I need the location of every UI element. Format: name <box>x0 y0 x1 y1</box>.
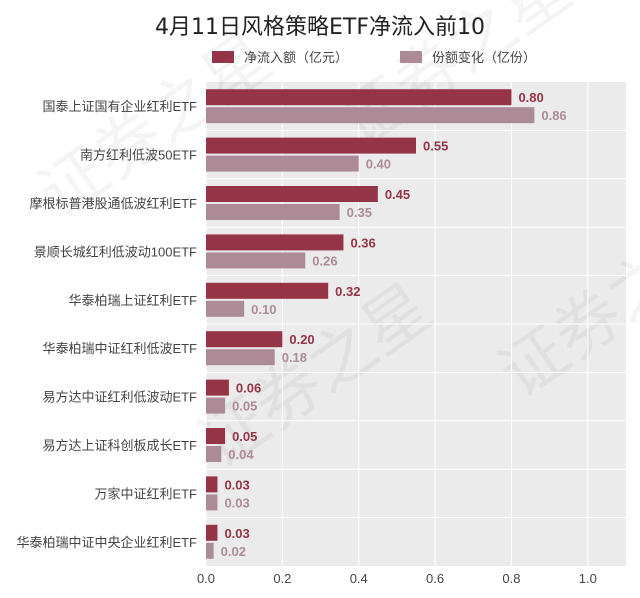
data-label-net-inflow: 0.20 <box>289 332 314 347</box>
legend-swatch-share-change <box>400 51 422 63</box>
bar-net-inflow <box>206 331 283 348</box>
category-label: 华泰柏瑞中证中央企业红利ETF <box>16 535 197 550</box>
bar-net-inflow <box>206 476 218 493</box>
category-label: 华泰柏瑞中证红利低波ETF <box>42 341 197 356</box>
bar-share-change <box>206 446 222 462</box>
legend-swatch-net-inflow <box>212 51 234 63</box>
x-tick-labels: 0.0 0.2 0.4 0.6 0.8 1.0 <box>197 571 597 586</box>
bar-share-change <box>206 107 535 124</box>
data-labels: 0.80 0.86 0.55 0.40 0.45 0.35 0.36 0.26 0.32 0.10… <box>221 90 567 559</box>
bar-share-change <box>206 397 226 414</box>
bar-net-inflow <box>206 234 344 251</box>
x-tick-label: 0.8 <box>502 571 520 586</box>
data-label-share-change: 0.35 <box>347 205 372 220</box>
bars <box>206 89 535 559</box>
category-label: 景顺长城红利低波动100ETF <box>34 244 197 259</box>
data-label-share-change: 0.10 <box>251 302 276 317</box>
x-tick-label: 0.4 <box>350 571 368 586</box>
bar-share-change <box>206 204 340 220</box>
bar-share-change <box>206 155 359 172</box>
data-label-net-inflow: 0.36 <box>350 235 375 250</box>
bar-net-inflow <box>206 524 218 541</box>
bar-share-change <box>206 494 218 511</box>
data-label-net-inflow: 0.03 <box>224 477 249 492</box>
data-label-net-inflow: 0.03 <box>224 526 249 541</box>
bar-net-inflow <box>206 89 512 106</box>
legend: 净流入额（亿元） 份额变化（亿份） <box>212 50 536 65</box>
x-tick-label: 0.6 <box>426 571 444 586</box>
bar-net-inflow <box>206 428 226 444</box>
legend-label-share-change: 份额变化（亿份） <box>432 50 536 65</box>
bar-share-change <box>206 252 306 269</box>
data-label-share-change: 0.40 <box>366 157 391 172</box>
bar-share-change <box>206 300 245 317</box>
data-label-net-inflow: 0.06 <box>236 381 261 396</box>
data-label-share-change: 0.05 <box>232 399 257 414</box>
x-tick-label: 0.2 <box>273 571 291 586</box>
data-label-net-inflow: 0.55 <box>423 139 448 154</box>
data-label-share-change: 0.02 <box>221 544 246 559</box>
category-label: 摩根标普港股通低波红利ETF <box>29 196 197 211</box>
data-label-share-change: 0.26 <box>312 253 337 268</box>
category-label: 华泰柏瑞上证红利ETF <box>68 293 197 308</box>
x-tick-label: 1.0 <box>579 571 597 586</box>
category-label: 万家中证红利ETF <box>94 486 197 501</box>
bar-net-inflow <box>206 137 416 154</box>
grid-lines <box>205 82 626 566</box>
bar-share-change <box>206 349 275 366</box>
category-labels: 国泰上证国有企业红利ETF 南方红利低波50ETF 摩根标普港股通低波红利ETF 景顺… <box>16 99 197 550</box>
data-label-net-inflow: 0.45 <box>385 187 410 202</box>
data-label-net-inflow: 0.05 <box>232 429 257 444</box>
category-label: 南方红利低波50ETF <box>80 148 197 163</box>
legend-label-net-inflow: 净流入额（亿元） <box>244 50 348 65</box>
data-label-net-inflow: 0.32 <box>335 284 360 299</box>
category-label: 国泰上证国有企业红利ETF <box>42 99 197 114</box>
bar-net-inflow <box>206 282 329 299</box>
data-label-share-change: 0.03 <box>224 495 249 510</box>
x-tick-label: 0.0 <box>197 571 215 586</box>
category-label: 易方达上证科创板成长ETF <box>42 438 197 453</box>
chart-title: 4月11日风格策略ETF净流入前10 <box>155 15 485 40</box>
data-label-share-change: 0.04 <box>228 447 254 462</box>
data-label-share-change: 0.18 <box>282 350 307 365</box>
bar-share-change <box>206 542 214 559</box>
bar-net-inflow <box>206 379 229 396</box>
data-label-share-change: 0.86 <box>541 108 566 123</box>
data-label-net-inflow: 0.80 <box>518 90 543 105</box>
category-label: 易方达中证红利低波动ETF <box>42 390 197 405</box>
bar-net-inflow <box>206 186 378 202</box>
